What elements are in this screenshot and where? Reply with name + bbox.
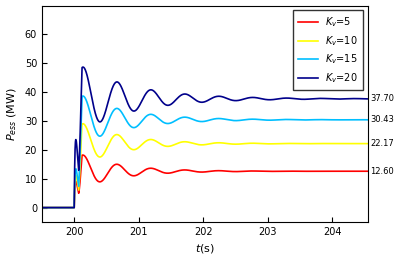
$K_v$=15: [365, 118, 370, 121]
Line: $K_v$=5: $K_v$=5: [42, 155, 368, 207]
Line: $K_v$=20: $K_v$=20: [42, 67, 368, 207]
$K_v$=20: [281, 97, 286, 100]
$K_v$=10: [175, 142, 180, 145]
$K_v$=10: [206, 143, 210, 146]
Line: $K_v$=15: $K_v$=15: [42, 96, 368, 207]
$K_v$=5: [206, 170, 210, 173]
X-axis label: $t$(s): $t$(s): [195, 242, 215, 256]
Y-axis label: $P_{ess}$ (MW): $P_{ess}$ (MW): [6, 87, 19, 141]
$K_v$=10: [40, 206, 44, 209]
$K_v$=20: [175, 97, 180, 100]
$K_v$=15: [175, 118, 180, 121]
$K_v$=20: [312, 97, 317, 100]
$K_v$=10: [365, 142, 370, 145]
$K_v$=15: [80, 94, 85, 98]
$K_v$=20: [323, 97, 328, 100]
$K_v$=20: [40, 206, 44, 209]
Line: $K_v$=10: $K_v$=10: [42, 124, 368, 207]
$K_v$=15: [323, 118, 328, 121]
$K_v$=10: [194, 143, 199, 146]
$K_v$=5: [281, 170, 286, 173]
$K_v$=15: [206, 119, 210, 122]
$K_v$=5: [312, 170, 317, 173]
$K_v$=10: [323, 142, 328, 145]
$K_v$=5: [365, 170, 370, 173]
$K_v$=20: [206, 99, 210, 102]
Text: 30.43: 30.43: [370, 115, 394, 124]
Text: 37.70: 37.70: [370, 94, 394, 103]
$K_v$=10: [312, 142, 317, 145]
$K_v$=20: [194, 99, 199, 102]
$K_v$=15: [312, 118, 317, 121]
Legend: $K_v$=5, $K_v$=10, $K_v$=15, $K_v$=20: $K_v$=5, $K_v$=10, $K_v$=15, $K_v$=20: [293, 10, 363, 90]
$K_v$=10: [281, 142, 286, 145]
$K_v$=5: [40, 206, 44, 209]
$K_v$=5: [175, 170, 180, 173]
$K_v$=15: [194, 119, 199, 122]
Text: 12.60: 12.60: [370, 167, 394, 176]
$K_v$=5: [80, 153, 85, 157]
$K_v$=20: [365, 97, 370, 100]
$K_v$=5: [194, 170, 199, 173]
$K_v$=5: [323, 170, 328, 173]
$K_v$=15: [40, 206, 44, 209]
$K_v$=20: [81, 66, 86, 69]
$K_v$=10: [80, 122, 85, 125]
Text: 22.17: 22.17: [370, 139, 394, 148]
$K_v$=15: [281, 118, 286, 121]
